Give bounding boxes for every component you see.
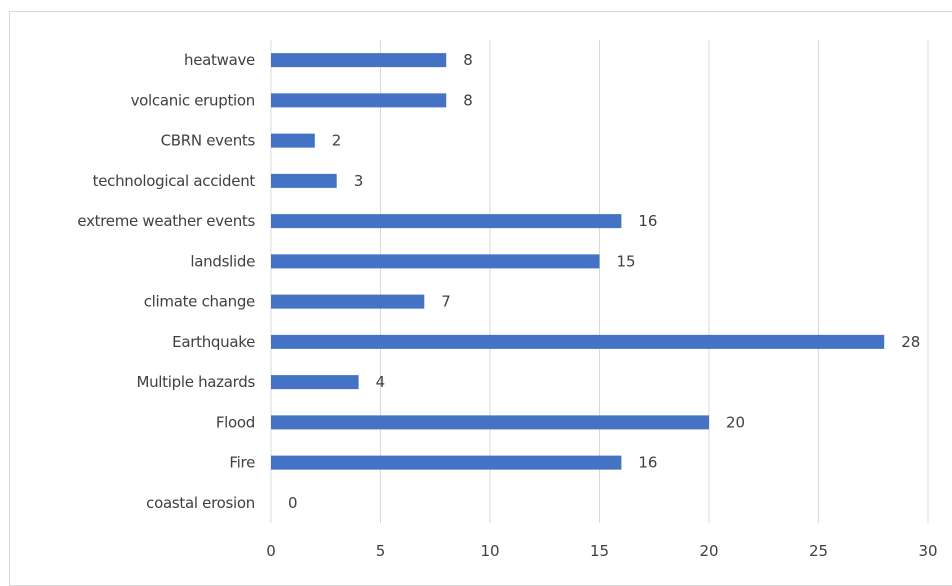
category-labels: heatwave volcanic eruption CBRN events tech… xyxy=(77,51,255,512)
bar xyxy=(271,53,447,68)
x-tick-label: 5 xyxy=(376,542,386,560)
bar xyxy=(271,415,709,430)
category-label: extreme weather events xyxy=(77,212,255,230)
x-tick-label: 30 xyxy=(918,542,937,560)
data-label: 16 xyxy=(638,212,657,230)
data-label: 8 xyxy=(463,91,473,109)
data-label: 7 xyxy=(441,293,451,311)
category-label: volcanic eruption xyxy=(131,91,255,109)
category-label: Multiple hazards xyxy=(136,373,255,391)
data-label: 28 xyxy=(901,333,920,351)
category-label: heatwave xyxy=(184,51,255,69)
category-label: Earthquake xyxy=(172,333,255,351)
data-label: 3 xyxy=(354,172,364,190)
category-label: coastal erosion xyxy=(146,494,255,512)
chart-frame xyxy=(9,11,952,586)
gridlines xyxy=(270,40,929,523)
bar xyxy=(271,294,425,309)
data-label: 16 xyxy=(638,454,657,472)
bar xyxy=(271,254,600,269)
data-labels: 8 8 2 3 16 15 7 28 4 20 16 0 xyxy=(288,51,920,512)
bar xyxy=(271,455,622,470)
x-tick-label: 0 xyxy=(266,542,276,560)
x-tick-label: 10 xyxy=(480,542,499,560)
data-label: 0 xyxy=(288,494,298,512)
category-label: Fire xyxy=(229,454,255,472)
bar xyxy=(271,375,359,390)
data-label: 4 xyxy=(376,373,386,391)
x-axis-ticks: 0 5 10 15 20 25 30 xyxy=(266,542,937,560)
data-label: 8 xyxy=(463,51,473,69)
bar xyxy=(271,93,447,108)
x-tick-label: 15 xyxy=(590,542,609,560)
category-label: landslide xyxy=(190,252,255,270)
category-label: technological accident xyxy=(93,172,256,190)
x-tick-label: 25 xyxy=(809,542,828,560)
category-label: CBRN events xyxy=(161,132,256,150)
bar xyxy=(271,214,622,229)
data-label: 20 xyxy=(726,413,745,431)
bar xyxy=(271,334,885,349)
bar xyxy=(271,133,315,148)
x-tick-label: 20 xyxy=(699,542,718,560)
bars xyxy=(271,53,885,470)
category-label: Flood xyxy=(216,413,255,431)
data-label: 15 xyxy=(617,252,636,270)
bar xyxy=(271,173,337,188)
bar-chart: heatwave volcanic eruption CBRN events tech… xyxy=(77,40,938,560)
data-label: 2 xyxy=(332,132,342,150)
category-label: climate change xyxy=(144,293,255,311)
